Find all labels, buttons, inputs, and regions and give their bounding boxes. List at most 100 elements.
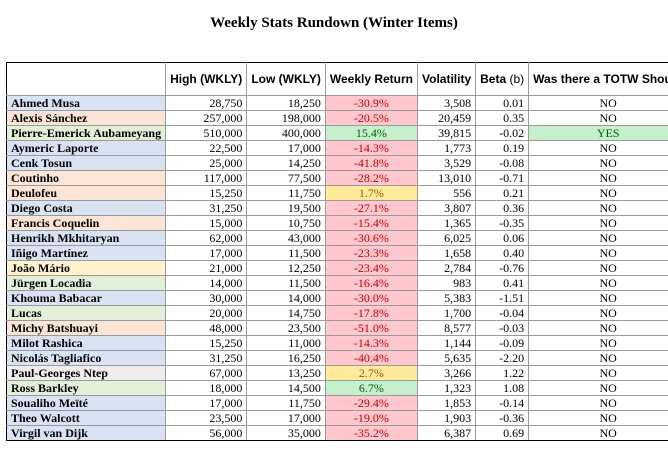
volatility-cell: 5,383 bbox=[416, 290, 477, 306]
volatility-cell: 6,025 bbox=[416, 230, 477, 246]
beta-cell: 0.01 bbox=[475, 95, 530, 111]
weekly-return-cell: -41.8% bbox=[324, 155, 419, 171]
totw-shout-cell: NO bbox=[528, 320, 668, 336]
player-name-cell: Ross Barkley bbox=[5, 380, 167, 396]
low-cell: 12,250 bbox=[246, 260, 326, 276]
player-name-cell: Francis Coquelin bbox=[5, 215, 167, 231]
header-high: High (WKLY) bbox=[165, 62, 248, 96]
low-cell: 18,250 bbox=[246, 95, 326, 111]
table-row: João Mário 21,000 12,250 -23.4% 2,784 -0.76 NO bbox=[5, 260, 668, 276]
player-name-cell: Ahmed Musa bbox=[5, 95, 167, 111]
totw-shout-cell: NO bbox=[528, 335, 668, 351]
page-title: Weekly Stats Rundown (Winter Items) bbox=[210, 15, 458, 31]
weekly-return-cell: -29.4% bbox=[324, 395, 419, 411]
totw-shout-cell: NO bbox=[528, 365, 668, 381]
low-cell: 13,250 bbox=[246, 365, 326, 381]
header-totw-shout: Was there a TOTW Shout? bbox=[528, 62, 668, 96]
beta-cell: 0.41 bbox=[475, 275, 530, 291]
table-row: Deulofeu 15,250 11,750 1.7% 556 0.21 NO bbox=[5, 185, 668, 201]
table-row: Nicolás Tagliafico 31,250 16,250 -40.4% 5,63… bbox=[5, 350, 668, 366]
volatility-cell: 556 bbox=[416, 185, 477, 201]
totw-shout-cell: NO bbox=[528, 275, 668, 291]
header-low: Low (WKLY) bbox=[246, 62, 326, 96]
weekly-return-cell: -17.8% bbox=[324, 305, 419, 321]
header-volatility: Volatility bbox=[416, 62, 477, 96]
low-cell: 400,000 bbox=[246, 125, 326, 141]
totw-shout-cell: NO bbox=[528, 110, 668, 126]
player-name-cell: Iñigo Martínez bbox=[5, 245, 167, 261]
player-name-cell: Lucas bbox=[5, 305, 167, 321]
low-cell: 43,000 bbox=[246, 230, 326, 246]
player-name-cell: Pierre-Emerick Aubameyang bbox=[5, 125, 167, 141]
player-name-cell: Henrikh Mkhitaryan bbox=[5, 230, 167, 246]
totw-shout-cell: NO bbox=[528, 260, 668, 276]
weekly-return-cell: -19.0% bbox=[324, 410, 419, 426]
volatility-cell: 1,853 bbox=[416, 395, 477, 411]
volatility-cell: 3,266 bbox=[416, 365, 477, 381]
high-cell: 25,000 bbox=[165, 155, 248, 171]
weekly-return-cell: -16.4% bbox=[324, 275, 419, 291]
high-cell: 67,000 bbox=[165, 365, 248, 381]
low-cell: 11,500 bbox=[246, 275, 326, 291]
beta-cell: 0.40 bbox=[475, 245, 530, 261]
high-cell: 48,000 bbox=[165, 320, 248, 336]
totw-shout-cell: NO bbox=[528, 140, 668, 156]
volatility-cell: 1,700 bbox=[416, 305, 477, 321]
low-cell: 14,000 bbox=[246, 290, 326, 306]
table-row: Lucas 20,000 14,750 -17.8% 1,700 -0.04 NO bbox=[5, 305, 668, 321]
volatility-cell: 5,635 bbox=[416, 350, 477, 366]
totw-shout-cell: NO bbox=[528, 215, 668, 231]
table-row: Soualiho Meïté 17,000 11,750 -29.4% 1,853 -0.… bbox=[5, 395, 668, 411]
weekly-return-cell: -14.3% bbox=[324, 335, 419, 351]
beta-cell: -0.08 bbox=[475, 155, 530, 171]
totw-shout-cell: NO bbox=[528, 185, 668, 201]
player-name-cell: Soualiho Meïté bbox=[5, 395, 167, 411]
low-cell: 17,000 bbox=[246, 140, 326, 156]
volatility-cell: 1,323 bbox=[416, 380, 477, 396]
volatility-cell: 6,387 bbox=[416, 425, 477, 441]
beta-cell: 0.36 bbox=[475, 200, 530, 216]
totw-shout-cell: NO bbox=[528, 290, 668, 306]
beta-cell: 0.19 bbox=[475, 140, 530, 156]
player-name-cell: Jürgen Locadia bbox=[5, 275, 167, 291]
beta-cell: -0.09 bbox=[475, 335, 530, 351]
volatility-cell: 2,784 bbox=[416, 260, 477, 276]
low-cell: 14,750 bbox=[246, 305, 326, 321]
weekly-return-cell: -35.2% bbox=[324, 425, 419, 441]
totw-shout-cell: NO bbox=[528, 425, 668, 441]
high-cell: 15,000 bbox=[165, 215, 248, 231]
weekly-return-cell: 1.7% bbox=[324, 185, 419, 201]
volatility-cell: 20,459 bbox=[416, 110, 477, 126]
table-row: Theo Walcott 23,500 17,000 -19.0% 1,903 -0.36… bbox=[5, 410, 668, 426]
table-row: Alexis Sánchez 257,000 198,000 -20.5% 20,459… bbox=[5, 110, 668, 126]
weekly-return-cell: -20.5% bbox=[324, 110, 419, 126]
high-cell: 17,000 bbox=[165, 245, 248, 261]
player-name-cell: Khouma Babacar bbox=[5, 290, 167, 306]
table-body: Ahmed Musa 28,750 18,250 -30.9% 3,508 0.01 NO A… bbox=[5, 95, 668, 441]
header-beta-label: Beta bbox=[480, 72, 507, 86]
volatility-cell: 3,529 bbox=[416, 155, 477, 171]
beta-cell: -0.35 bbox=[475, 215, 530, 231]
high-cell: 30,000 bbox=[165, 290, 248, 306]
beta-cell: -0.04 bbox=[475, 305, 530, 321]
table-row: Paul-Georges Ntep 67,000 13,250 2.7% 3,266 1.… bbox=[5, 365, 668, 381]
totw-shout-cell: NO bbox=[528, 170, 668, 186]
beta-cell: 0.69 bbox=[475, 425, 530, 441]
volatility-cell: 1,773 bbox=[416, 140, 477, 156]
totw-shout-cell: NO bbox=[528, 380, 668, 396]
beta-cell: 1.08 bbox=[475, 380, 530, 396]
totw-shout-cell: YES bbox=[528, 125, 668, 141]
player-name-cell: Diego Costa bbox=[5, 200, 167, 216]
weekly-return-cell: -14.3% bbox=[324, 140, 419, 156]
player-name-cell: Paul-Georges Ntep bbox=[5, 365, 167, 381]
low-cell: 14,250 bbox=[246, 155, 326, 171]
player-name-cell: Deulofeu bbox=[5, 185, 167, 201]
weekly-return-cell: -23.4% bbox=[324, 260, 419, 276]
high-cell: 31,250 bbox=[165, 200, 248, 216]
header-beta-suffix: (b) bbox=[509, 72, 525, 86]
high-cell: 31,250 bbox=[165, 350, 248, 366]
table-row: Jürgen Locadia 14,000 11,500 -16.4% 983 0.41 N… bbox=[5, 275, 668, 291]
low-cell: 23,500 bbox=[246, 320, 326, 336]
low-cell: 10,750 bbox=[246, 215, 326, 231]
low-cell: 11,500 bbox=[246, 245, 326, 261]
